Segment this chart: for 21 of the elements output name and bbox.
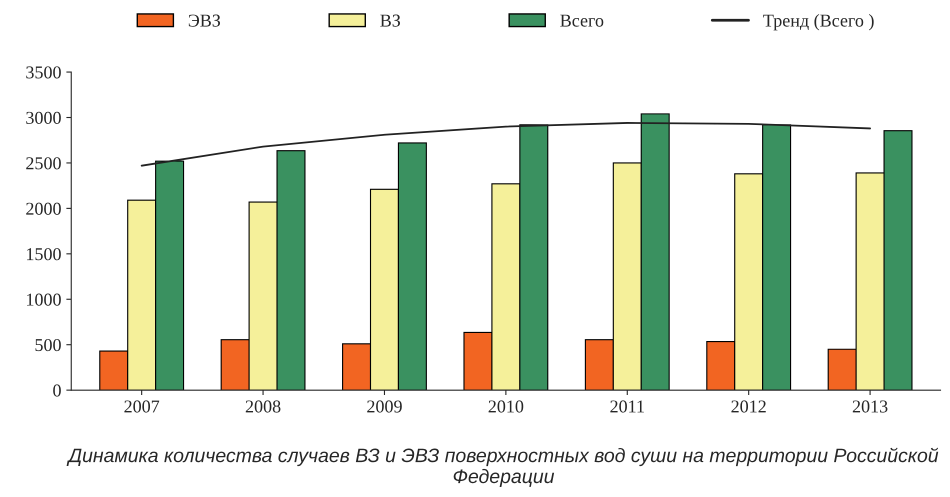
y-tick-label: 1500 bbox=[27, 248, 61, 260]
y-tick-label: 500 bbox=[35, 338, 61, 352]
legend-label: ВЗ bbox=[380, 14, 400, 27]
x-tick-label: 2008 bbox=[246, 400, 280, 413]
x-tick-label: 2012 bbox=[731, 400, 766, 413]
y-tick-label: 2500 bbox=[26, 157, 61, 170]
y-tick-label: 1000 bbox=[27, 294, 61, 306]
y-tick-label: 0 bbox=[53, 384, 61, 397]
x-tick-label: 2009 bbox=[367, 400, 402, 413]
legend-label: ЭВЗ bbox=[188, 14, 220, 27]
text: Динамика количества случаев ВЗ и ЭВЗ поверхностных вод суши на территории Российской Федерации bbox=[66, 448, 938, 488]
x-tick-label: 2013 bbox=[852, 400, 888, 413]
legend-label: Всего bbox=[560, 14, 604, 27]
y-tick-label: 2000 bbox=[26, 202, 61, 215]
y-tick-label: 3500 bbox=[26, 66, 61, 79]
x-tick-label: 2010 bbox=[488, 400, 524, 413]
x-tick-label: 2011 bbox=[610, 400, 644, 413]
legend-label: Тренд (Всего ) bbox=[763, 14, 874, 30]
y-tick-label: 3000 bbox=[26, 112, 61, 124]
line-series bbox=[140, 122, 871, 167]
x-tick-label: 2007 bbox=[124, 400, 160, 413]
